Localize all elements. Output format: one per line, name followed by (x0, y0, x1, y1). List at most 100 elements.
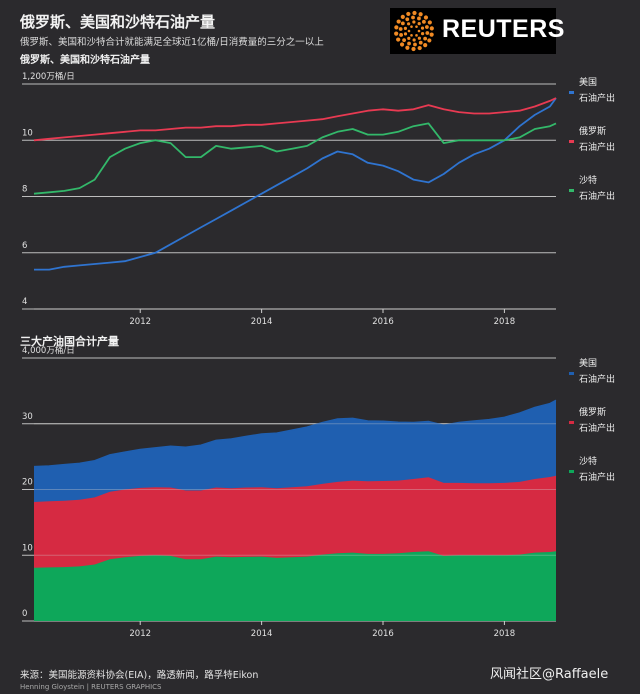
logo-dot (394, 31, 399, 36)
logo-dot (407, 41, 411, 46)
logo-dot (427, 20, 432, 25)
legend-name: 美国 (579, 76, 597, 88)
y-tick-label: 20 (22, 478, 33, 488)
logo-dot (400, 21, 405, 26)
logo-dot (417, 22, 421, 26)
logo-dot (415, 25, 418, 28)
logo-dot (407, 22, 411, 26)
logo-dot (402, 38, 406, 43)
legend-name: 沙特 (579, 174, 597, 186)
legend-name: 俄罗斯 (579, 406, 606, 418)
logo-dot (418, 12, 423, 17)
logo-dot (406, 11, 411, 17)
x-tick-label: 2018 (494, 317, 516, 327)
legend-label: 石油产出 (579, 422, 615, 434)
reuters-logo (390, 8, 556, 54)
credit-note: Henning Gloystein | REUTERS GRAPHICS (20, 683, 162, 691)
logo-dot (423, 15, 429, 20)
logo-dot (411, 15, 415, 20)
unit-label: 4,000万桶/日 (22, 345, 75, 356)
logo-dot (422, 19, 426, 24)
legend-name: 俄罗斯 (579, 125, 606, 137)
legend-swatch (569, 470, 574, 473)
logo-dot (412, 20, 416, 24)
series-line (33, 97, 557, 142)
page-subtitle: 俄罗斯、美国和沙特合计就能满足全球近1亿桶/日消费量的三分之一以上 (20, 37, 324, 48)
source-note: 来源：美国能源资料协会(EIA)，路透新闻，路孚特Eikon (20, 670, 259, 681)
series-area (34, 475, 556, 568)
legend-label: 石油产出 (579, 92, 615, 104)
logo-dot (407, 36, 411, 40)
logo-dot (417, 29, 421, 33)
x-tick-label: 2012 (129, 317, 151, 327)
logo-dot (410, 34, 413, 37)
page-title: 俄罗斯、美国和沙特石油产量 (20, 13, 216, 31)
chart1-title: 俄罗斯、美国和沙特石油产量 (20, 55, 150, 66)
x-tick-label: 2018 (494, 629, 516, 639)
logo-dot (423, 36, 428, 41)
logo-dot (396, 19, 401, 24)
logo-dot (394, 25, 399, 30)
chart2-title: 三大产油国合计产量 (20, 335, 119, 348)
x-tick-label: 2012 (129, 629, 151, 639)
logo-dot (398, 27, 403, 31)
logo-dot (396, 37, 401, 42)
logo-dot (417, 16, 421, 21)
logo-dot (410, 25, 413, 28)
legend-label: 石油产出 (579, 373, 615, 385)
x-tick-label: 2016 (372, 317, 394, 327)
reuters-wordmark: REUTERS (442, 15, 565, 43)
logo-dot (420, 32, 425, 36)
reuters-dots-icon (394, 10, 434, 52)
logo-dot (420, 26, 425, 30)
logo-dot (429, 26, 434, 31)
series-area (34, 400, 556, 502)
y-tick-label: 10 (22, 128, 33, 138)
logo-dot (412, 38, 416, 42)
legend-swatch (569, 372, 574, 375)
y-tick-label: 0 (22, 609, 27, 619)
logo-dot (403, 32, 408, 36)
logo-dot (417, 36, 421, 40)
legend-swatch (569, 189, 574, 192)
y-tick-label: 8 (22, 185, 27, 195)
logo-dot (405, 45, 410, 50)
legend-label: 石油产出 (579, 141, 615, 153)
series-area (34, 551, 556, 621)
logo-dot (425, 25, 429, 29)
series-edge (33, 399, 557, 468)
legend-label: 石油产出 (579, 471, 615, 483)
logo-dot (427, 38, 432, 43)
logo-dot (407, 29, 411, 33)
series-line (33, 122, 557, 195)
logo-dot (417, 45, 422, 51)
legend-swatch (569, 91, 574, 94)
x-tick-label: 2014 (251, 629, 273, 639)
logo-dot (423, 42, 428, 48)
logo-dot (399, 33, 403, 37)
logo-dot (418, 40, 423, 45)
series-line (34, 97, 557, 271)
legend-swatch (569, 140, 574, 143)
logo-dot (403, 26, 408, 30)
y-tick-label: 6 (22, 241, 27, 251)
x-tick-label: 2014 (251, 317, 273, 327)
logo-dot (425, 31, 430, 35)
legend-name: 沙特 (579, 455, 597, 467)
logo-dot (429, 32, 434, 37)
legend-label: 石油产出 (579, 190, 615, 202)
x-tick-label: 2016 (372, 629, 394, 639)
legend-swatch (569, 421, 574, 424)
logo-dot (399, 42, 405, 47)
watermark: 风闻社区@Raffaele (490, 667, 609, 682)
logo-dot (411, 46, 416, 52)
logo-dot (412, 10, 417, 16)
y-tick-label: 4 (22, 297, 27, 307)
logo-dot (415, 34, 418, 37)
logo-dot (400, 14, 405, 20)
legend-name: 美国 (579, 357, 597, 369)
logo-dot (405, 17, 410, 22)
y-tick-label: 30 (22, 412, 33, 422)
